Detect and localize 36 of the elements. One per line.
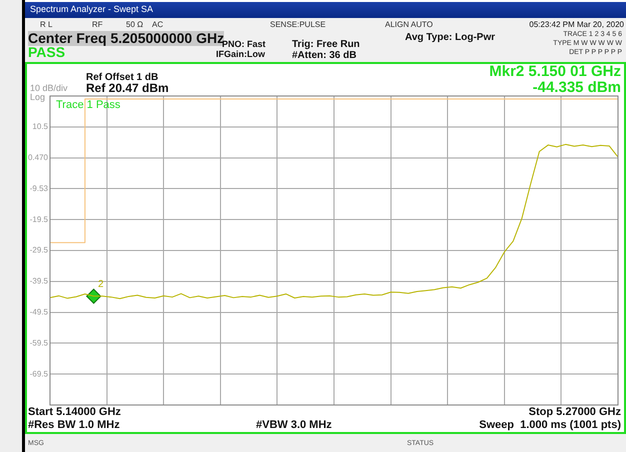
annotation: 2 bbox=[98, 279, 104, 290]
text: #VBW 3.0 MHz bbox=[256, 419, 332, 432]
text: PNO: Fast bbox=[222, 39, 266, 50]
text: Sweep 1.000 ms (1001 pts) bbox=[479, 419, 621, 432]
annotation: Trace 1 Pass bbox=[56, 99, 120, 112]
text: #Res BW 1.0 MHz bbox=[28, 419, 120, 432]
chart-title: Spectrum Analyzer - Swept SA bbox=[30, 4, 154, 14]
y-tick-label: -59.5 bbox=[30, 338, 49, 348]
y-tick-label: -19.5 bbox=[30, 214, 49, 224]
text: Stop 5.27000 GHz bbox=[528, 406, 621, 418]
text: IFGain:Low bbox=[216, 49, 265, 60]
text: Ref Offset 1 dB bbox=[86, 72, 158, 83]
y-tick-label: 10.5 bbox=[32, 122, 49, 132]
text: 05:23:42 PM Mar 20, 2020 bbox=[529, 20, 624, 30]
text: Trig: Free Run bbox=[292, 39, 360, 50]
text: Mkr2 5.150 01 GHz bbox=[489, 63, 621, 80]
y-tick-label: -9.53 bbox=[30, 184, 49, 193]
text: 10 dB/div bbox=[30, 83, 68, 94]
y-tick-label: -39.5 bbox=[30, 276, 49, 286]
text: R L bbox=[40, 20, 52, 30]
y-tick-label: -49.5 bbox=[30, 308, 49, 317]
y-tick-label: -69.5 bbox=[30, 369, 49, 378]
text: SENSE:PULSE bbox=[270, 20, 326, 30]
text: ALIGN AUTO bbox=[385, 20, 433, 30]
y-tick-label: 0.470 bbox=[28, 153, 49, 162]
text: -44.335 dBm bbox=[532, 79, 621, 96]
text: Start 5.14000 GHz bbox=[28, 406, 121, 418]
y-tick-label: -29.5 bbox=[30, 246, 49, 255]
text: Avg Type: Log-Pwr bbox=[405, 32, 495, 43]
text: Ref 20.47 dBm bbox=[86, 81, 169, 96]
text: #Atten: 36 dB bbox=[292, 50, 356, 61]
text: PASS bbox=[28, 44, 66, 60]
text: 50 Ω bbox=[126, 20, 144, 30]
text: AC bbox=[152, 20, 164, 30]
text: Log bbox=[30, 92, 46, 103]
text: RF bbox=[92, 20, 103, 30]
